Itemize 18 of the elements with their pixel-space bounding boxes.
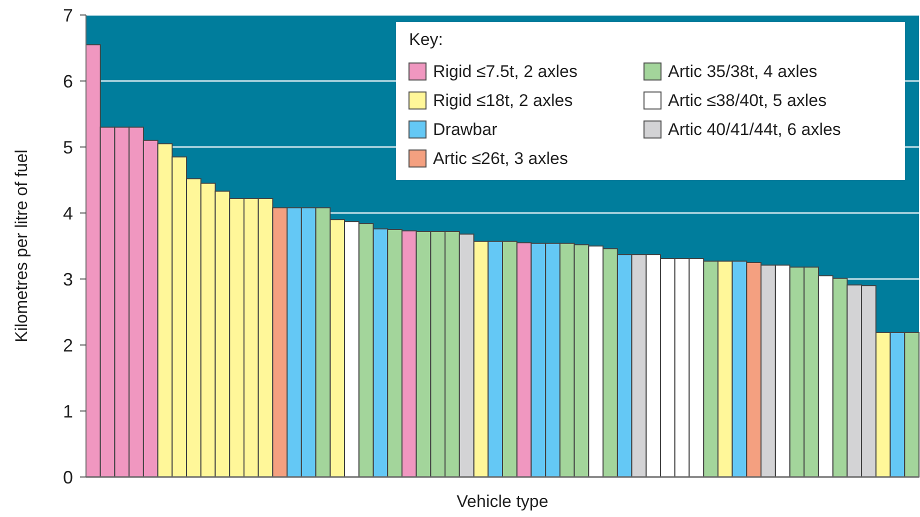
y-tick-label: 6: [62, 71, 73, 92]
y-tick-label: 2: [62, 335, 73, 356]
y-tick-label: 3: [62, 269, 73, 290]
y-tick-label: 1: [62, 401, 73, 422]
legend-label: Artic 40/41/44t, 6 axles: [668, 120, 841, 139]
legend-title: Key:: [409, 30, 444, 49]
y-tick-label: 5: [62, 137, 73, 158]
legend-label: Artic ≤38/40t, 5 axles: [668, 91, 827, 110]
x-axis-title: Vehicle type: [456, 492, 548, 511]
y-axis-title: Kilometres per litre of fuel: [12, 150, 31, 342]
y-tick-label: 4: [62, 203, 73, 224]
y-tick-label: 0: [62, 467, 73, 488]
y-tick-label: 7: [62, 5, 73, 26]
legend-label: Rigid ≤7.5t, 2 axles: [433, 62, 578, 81]
legend-label: Rigid ≤18t, 2 axles: [433, 91, 573, 110]
legend-label: Artic 35/38t, 4 axles: [668, 62, 818, 81]
legend-label: Drawbar: [433, 120, 498, 139]
legend-label: Artic ≤26t, 3 axles: [433, 149, 568, 168]
